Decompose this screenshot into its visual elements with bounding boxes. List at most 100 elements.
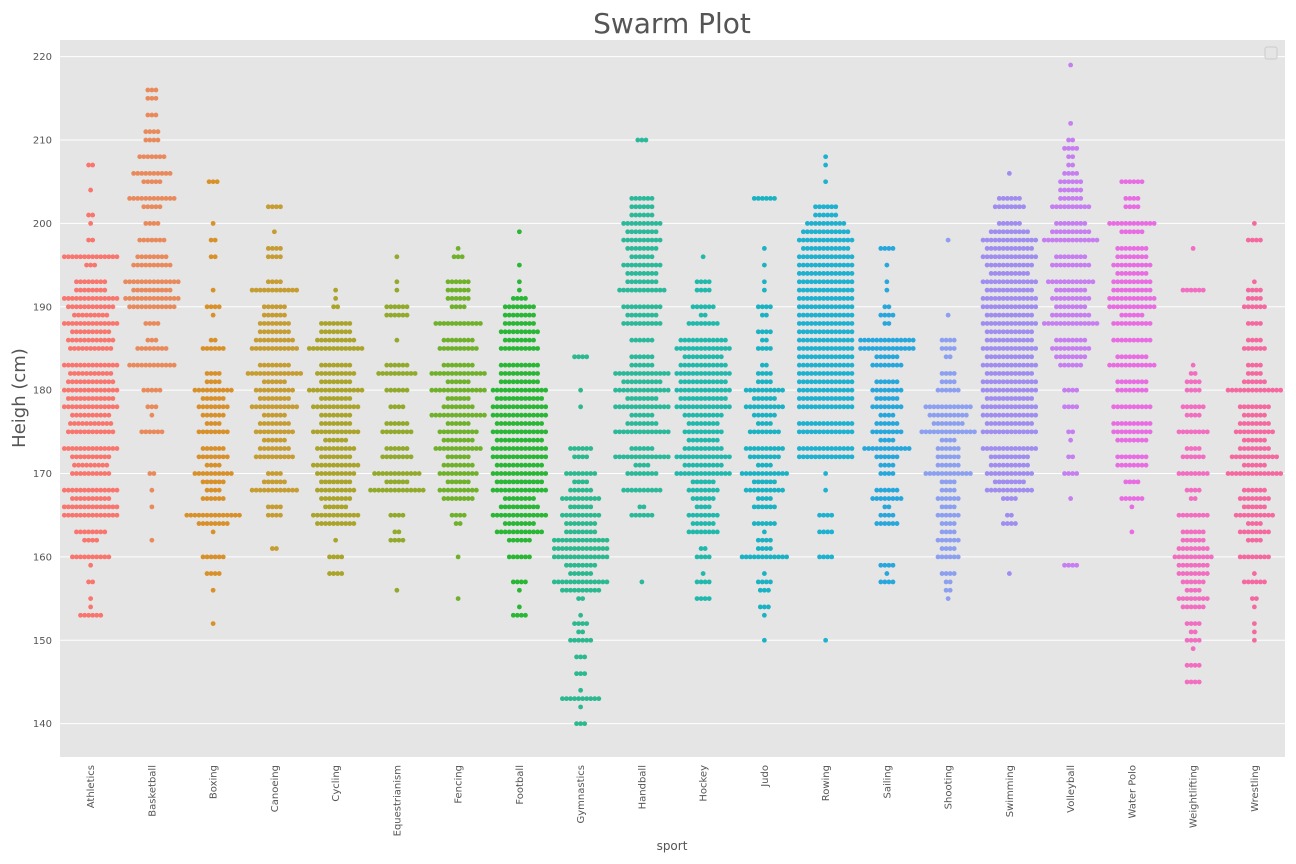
data-point (1249, 487, 1255, 493)
data-point (1135, 179, 1141, 185)
data-point (449, 404, 455, 410)
data-point (931, 421, 937, 426)
data-point (641, 387, 647, 393)
data-point (1258, 529, 1263, 535)
data-point (584, 587, 590, 593)
category-swarm (184, 179, 242, 627)
data-point (833, 271, 839, 276)
data-point (690, 446, 696, 451)
data-point (1254, 412, 1259, 418)
data-point (718, 337, 724, 343)
data-point (690, 346, 696, 351)
data-point (1204, 571, 1210, 576)
data-point (171, 196, 177, 201)
data-point (706, 371, 712, 376)
data-point (1066, 221, 1071, 226)
data-point (482, 387, 487, 393)
data-point (931, 412, 937, 418)
data-point (433, 321, 439, 326)
data-point (441, 496, 447, 501)
data-point (469, 496, 475, 501)
data-point (1074, 471, 1080, 476)
data-point (947, 487, 953, 493)
data-point (817, 354, 822, 360)
data-point (747, 471, 753, 476)
data-point (657, 379, 663, 385)
data-point (278, 204, 283, 210)
data-point (278, 254, 283, 260)
data-point (800, 329, 806, 335)
data-point (833, 229, 839, 235)
data-point (1004, 321, 1010, 326)
data-point (727, 471, 732, 476)
x-tick-label: Canoeing (270, 765, 281, 812)
data-point (151, 429, 157, 435)
data-point (813, 204, 818, 210)
data-point (633, 196, 639, 201)
data-point (984, 446, 990, 451)
data-point (813, 379, 818, 385)
data-point (951, 346, 957, 351)
data-point (702, 312, 708, 318)
data-point (1245, 296, 1251, 301)
data-point (1258, 446, 1263, 451)
data-point (445, 362, 451, 368)
data-point (200, 521, 206, 526)
data-point (455, 554, 461, 560)
data-point (88, 312, 94, 318)
data-point (331, 471, 336, 476)
data-point (947, 554, 953, 560)
data-point (1135, 337, 1141, 343)
data-point (751, 387, 757, 393)
data-point (274, 304, 279, 310)
data-point (898, 387, 904, 393)
data-point (502, 412, 508, 418)
data-point (1004, 304, 1010, 310)
data-point (510, 379, 516, 385)
data-point (1192, 604, 1198, 610)
data-point (841, 254, 847, 260)
data-point (772, 554, 777, 560)
data-point (1017, 387, 1022, 393)
data-point (1115, 379, 1121, 385)
data-point (613, 387, 618, 393)
data-point (592, 696, 598, 702)
data-point (1111, 296, 1117, 301)
data-point (645, 446, 651, 451)
data-point (805, 287, 810, 293)
data-point (1266, 554, 1271, 560)
data-point (290, 337, 295, 343)
data-point (535, 362, 540, 368)
data-point (1115, 437, 1121, 443)
data-point (61, 504, 67, 510)
data-point (261, 362, 267, 368)
data-point (339, 362, 345, 368)
data-point (331, 437, 336, 443)
data-point (578, 654, 584, 660)
data-point (641, 354, 647, 360)
data-point (821, 429, 826, 435)
data-point (809, 387, 814, 393)
data-point (890, 454, 896, 460)
data-point (224, 454, 230, 460)
data-point (1192, 512, 1198, 518)
data-point (694, 412, 700, 418)
data-point (849, 396, 855, 401)
data-point (84, 462, 89, 468)
data-point (1245, 387, 1251, 393)
data-point (564, 496, 569, 501)
data-point (339, 404, 345, 410)
data-point (1082, 354, 1088, 360)
data-point (457, 454, 463, 460)
data-point (535, 512, 540, 518)
data-point (649, 421, 655, 426)
data-point (633, 229, 639, 235)
data-points (61, 62, 1284, 727)
data-point (228, 387, 234, 393)
data-point (351, 446, 357, 451)
data-point (805, 321, 810, 326)
data-point (1000, 246, 1006, 251)
data-point (1270, 454, 1275, 460)
data-point (604, 537, 610, 543)
data-point (1143, 287, 1149, 293)
